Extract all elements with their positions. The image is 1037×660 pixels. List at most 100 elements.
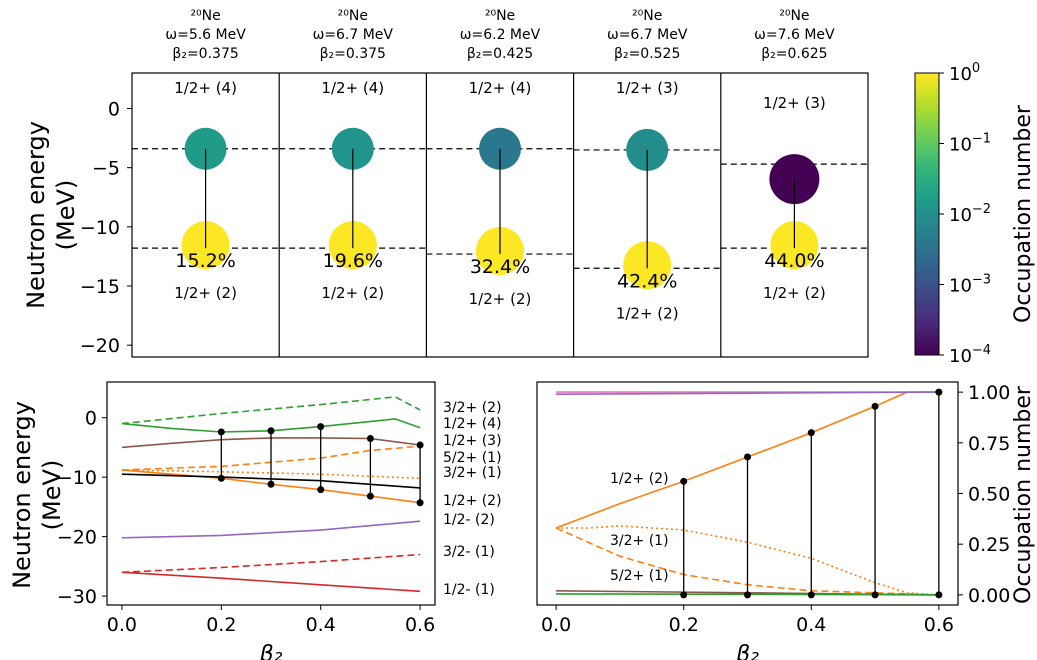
panel-title-line: ω=5.6 MeV bbox=[165, 27, 246, 43]
colorbar-tick-base: 10 bbox=[949, 205, 972, 226]
y-tick-label: 0.00 bbox=[968, 585, 1010, 607]
x-axis-label: β₂ bbox=[735, 642, 759, 660]
series-label: 1/2+ (4) bbox=[443, 416, 502, 432]
series-line bbox=[121, 571, 421, 593]
panel-title-line: ²⁰Ne bbox=[190, 8, 220, 24]
panel-title-line: ω=6.7 MeV bbox=[607, 27, 688, 43]
y-axis-label: Neutron energy(MeV) bbox=[22, 121, 80, 309]
transition-point bbox=[267, 480, 275, 488]
lower-state-label: 1/2+ (2) bbox=[174, 284, 237, 302]
occupation-point bbox=[807, 429, 815, 437]
colorbar-tick-exp: 0 bbox=[972, 61, 980, 76]
panel-title-line: ²⁰Ne bbox=[338, 8, 368, 24]
y-axis-label-line: Neutron energy bbox=[22, 121, 50, 309]
y-tick-label: −5 bbox=[92, 158, 120, 180]
panel-title-line: ω=6.7 MeV bbox=[313, 27, 394, 43]
y-axis-label-line: (MeV) bbox=[52, 180, 80, 251]
y-axis-label-line: (MeV) bbox=[38, 460, 66, 531]
colorbar-tick-base: 10 bbox=[949, 276, 972, 297]
occupation-point bbox=[680, 591, 688, 599]
panel-title-line: β₂=0.425 bbox=[467, 46, 533, 62]
panel-title-line: ω=6.2 MeV bbox=[460, 27, 541, 43]
upper-state-label: 1/2+ (3) bbox=[616, 79, 679, 97]
lower-state-label: 1/2+ (2) bbox=[763, 284, 826, 302]
occupation-point bbox=[807, 591, 815, 599]
y-axis-label: Occupation number bbox=[1011, 385, 1036, 604]
occupation-point bbox=[935, 591, 943, 599]
upper-state-label: 1/2+ (4) bbox=[469, 79, 532, 97]
x-tick-label: 0.2 bbox=[669, 614, 699, 636]
y-tick-label: −30 bbox=[57, 586, 97, 608]
series-label: 3/2+ (1) bbox=[443, 465, 502, 481]
colorbar-tick-base: 10 bbox=[949, 346, 972, 367]
transition-point bbox=[267, 427, 275, 435]
colorbar-tick-base: 10 bbox=[949, 64, 972, 85]
colorbar-tick-exp: −1 bbox=[972, 132, 991, 147]
colorbar-tick-label: 10−4 bbox=[949, 343, 991, 367]
panel-title-line: ²⁰Ne bbox=[485, 8, 515, 24]
transition-point bbox=[317, 486, 325, 494]
y-axis-label-line: Neutron energy bbox=[8, 401, 36, 589]
x-tick-label: 0.2 bbox=[206, 614, 236, 636]
colorbar-tick-label: 100 bbox=[949, 61, 980, 85]
series-annotation: 1/2+ (2) bbox=[610, 471, 669, 487]
occupation-point bbox=[744, 591, 751, 599]
transition-point bbox=[217, 428, 225, 436]
occupation-point bbox=[871, 591, 879, 599]
upper-state-label: 1/2+ (4) bbox=[321, 79, 384, 97]
panel-title-line: β₂=0.375 bbox=[172, 46, 238, 62]
y-tick-label: −20 bbox=[80, 335, 120, 357]
series-annotation: 3/2+ (1) bbox=[610, 533, 669, 549]
occupation-point bbox=[744, 453, 751, 461]
transition-point bbox=[416, 499, 424, 507]
y-tick-label: −15 bbox=[80, 276, 120, 298]
occupation-point bbox=[871, 402, 879, 410]
series-line bbox=[121, 396, 421, 425]
panel-title-line: β₂=0.525 bbox=[614, 46, 680, 62]
y-tick-label: 0.50 bbox=[968, 484, 1010, 506]
occupation-vs-beta-panel: 0.0 0.2 0.4 0.6 β₂ 0.00 0.25 0.50 0.75 1.00 1/2+ (… bbox=[536, 381, 1036, 660]
transition-point bbox=[366, 434, 374, 442]
colorbar-tick-label: 10−1 bbox=[949, 132, 991, 156]
series-label: 3/2- (1) bbox=[443, 544, 495, 560]
panel-title-line: β₂=0.375 bbox=[320, 46, 386, 62]
transition-percent: 42.4% bbox=[617, 270, 677, 292]
y-tick-label: −10 bbox=[57, 467, 97, 489]
y-tick-label: 1.00 bbox=[968, 382, 1010, 404]
series-annotation: 5/2+ (1) bbox=[610, 568, 669, 584]
occupation-point bbox=[680, 477, 688, 485]
panel-title-line: ²⁰Ne bbox=[632, 8, 662, 24]
y-tick-label: 0.25 bbox=[968, 534, 1010, 556]
series-label: 1/2- (1) bbox=[443, 582, 495, 598]
transition-point bbox=[217, 474, 225, 482]
lower-state-label: 1/2+ (2) bbox=[616, 304, 679, 322]
colorbar bbox=[914, 72, 940, 356]
transition-percent: 44.0% bbox=[764, 250, 824, 272]
x-axis-label: β₂ bbox=[259, 642, 283, 660]
y-tick-label: −20 bbox=[57, 527, 97, 549]
transition-percent: 15.2% bbox=[175, 250, 235, 272]
panel-title-line: ω=7.6 MeV bbox=[754, 27, 835, 43]
energy-vs-beta-panel: 0.0 0.2 0.4 0.6 β₂ 0 −10 −20 −30 3/2+ (2)1/2+ (4)… bbox=[8, 381, 502, 660]
occupation-point bbox=[935, 388, 943, 396]
series-label: 5/2+ (1) bbox=[443, 450, 502, 466]
x-tick-label: 0.6 bbox=[405, 614, 435, 636]
series-line bbox=[556, 391, 939, 395]
series-label: 1/2- (2) bbox=[443, 512, 495, 528]
x-tick-label: 0.4 bbox=[796, 614, 826, 636]
y-tick-label: −10 bbox=[80, 217, 120, 239]
y-tick-label: 0 bbox=[108, 99, 120, 121]
y-axis-label: Neutron energy(MeV) bbox=[8, 401, 66, 589]
colorbar-tick-exp: −4 bbox=[972, 343, 991, 358]
transition-point bbox=[416, 441, 424, 449]
y-tick-label: 0 bbox=[85, 408, 97, 430]
x-tick-label: 0.0 bbox=[107, 614, 137, 636]
colorbar-label: Occupation number bbox=[1011, 104, 1036, 323]
series-line bbox=[555, 391, 939, 529]
colorbar-tick-exp: −2 bbox=[972, 202, 991, 217]
upper-state-label: 1/2+ (3) bbox=[763, 94, 826, 112]
series-line bbox=[556, 525, 939, 596]
x-tick-label: 0.6 bbox=[924, 614, 954, 636]
transition-percent: 32.4% bbox=[470, 256, 530, 278]
lower-state-label: 1/2+ (2) bbox=[321, 284, 384, 302]
